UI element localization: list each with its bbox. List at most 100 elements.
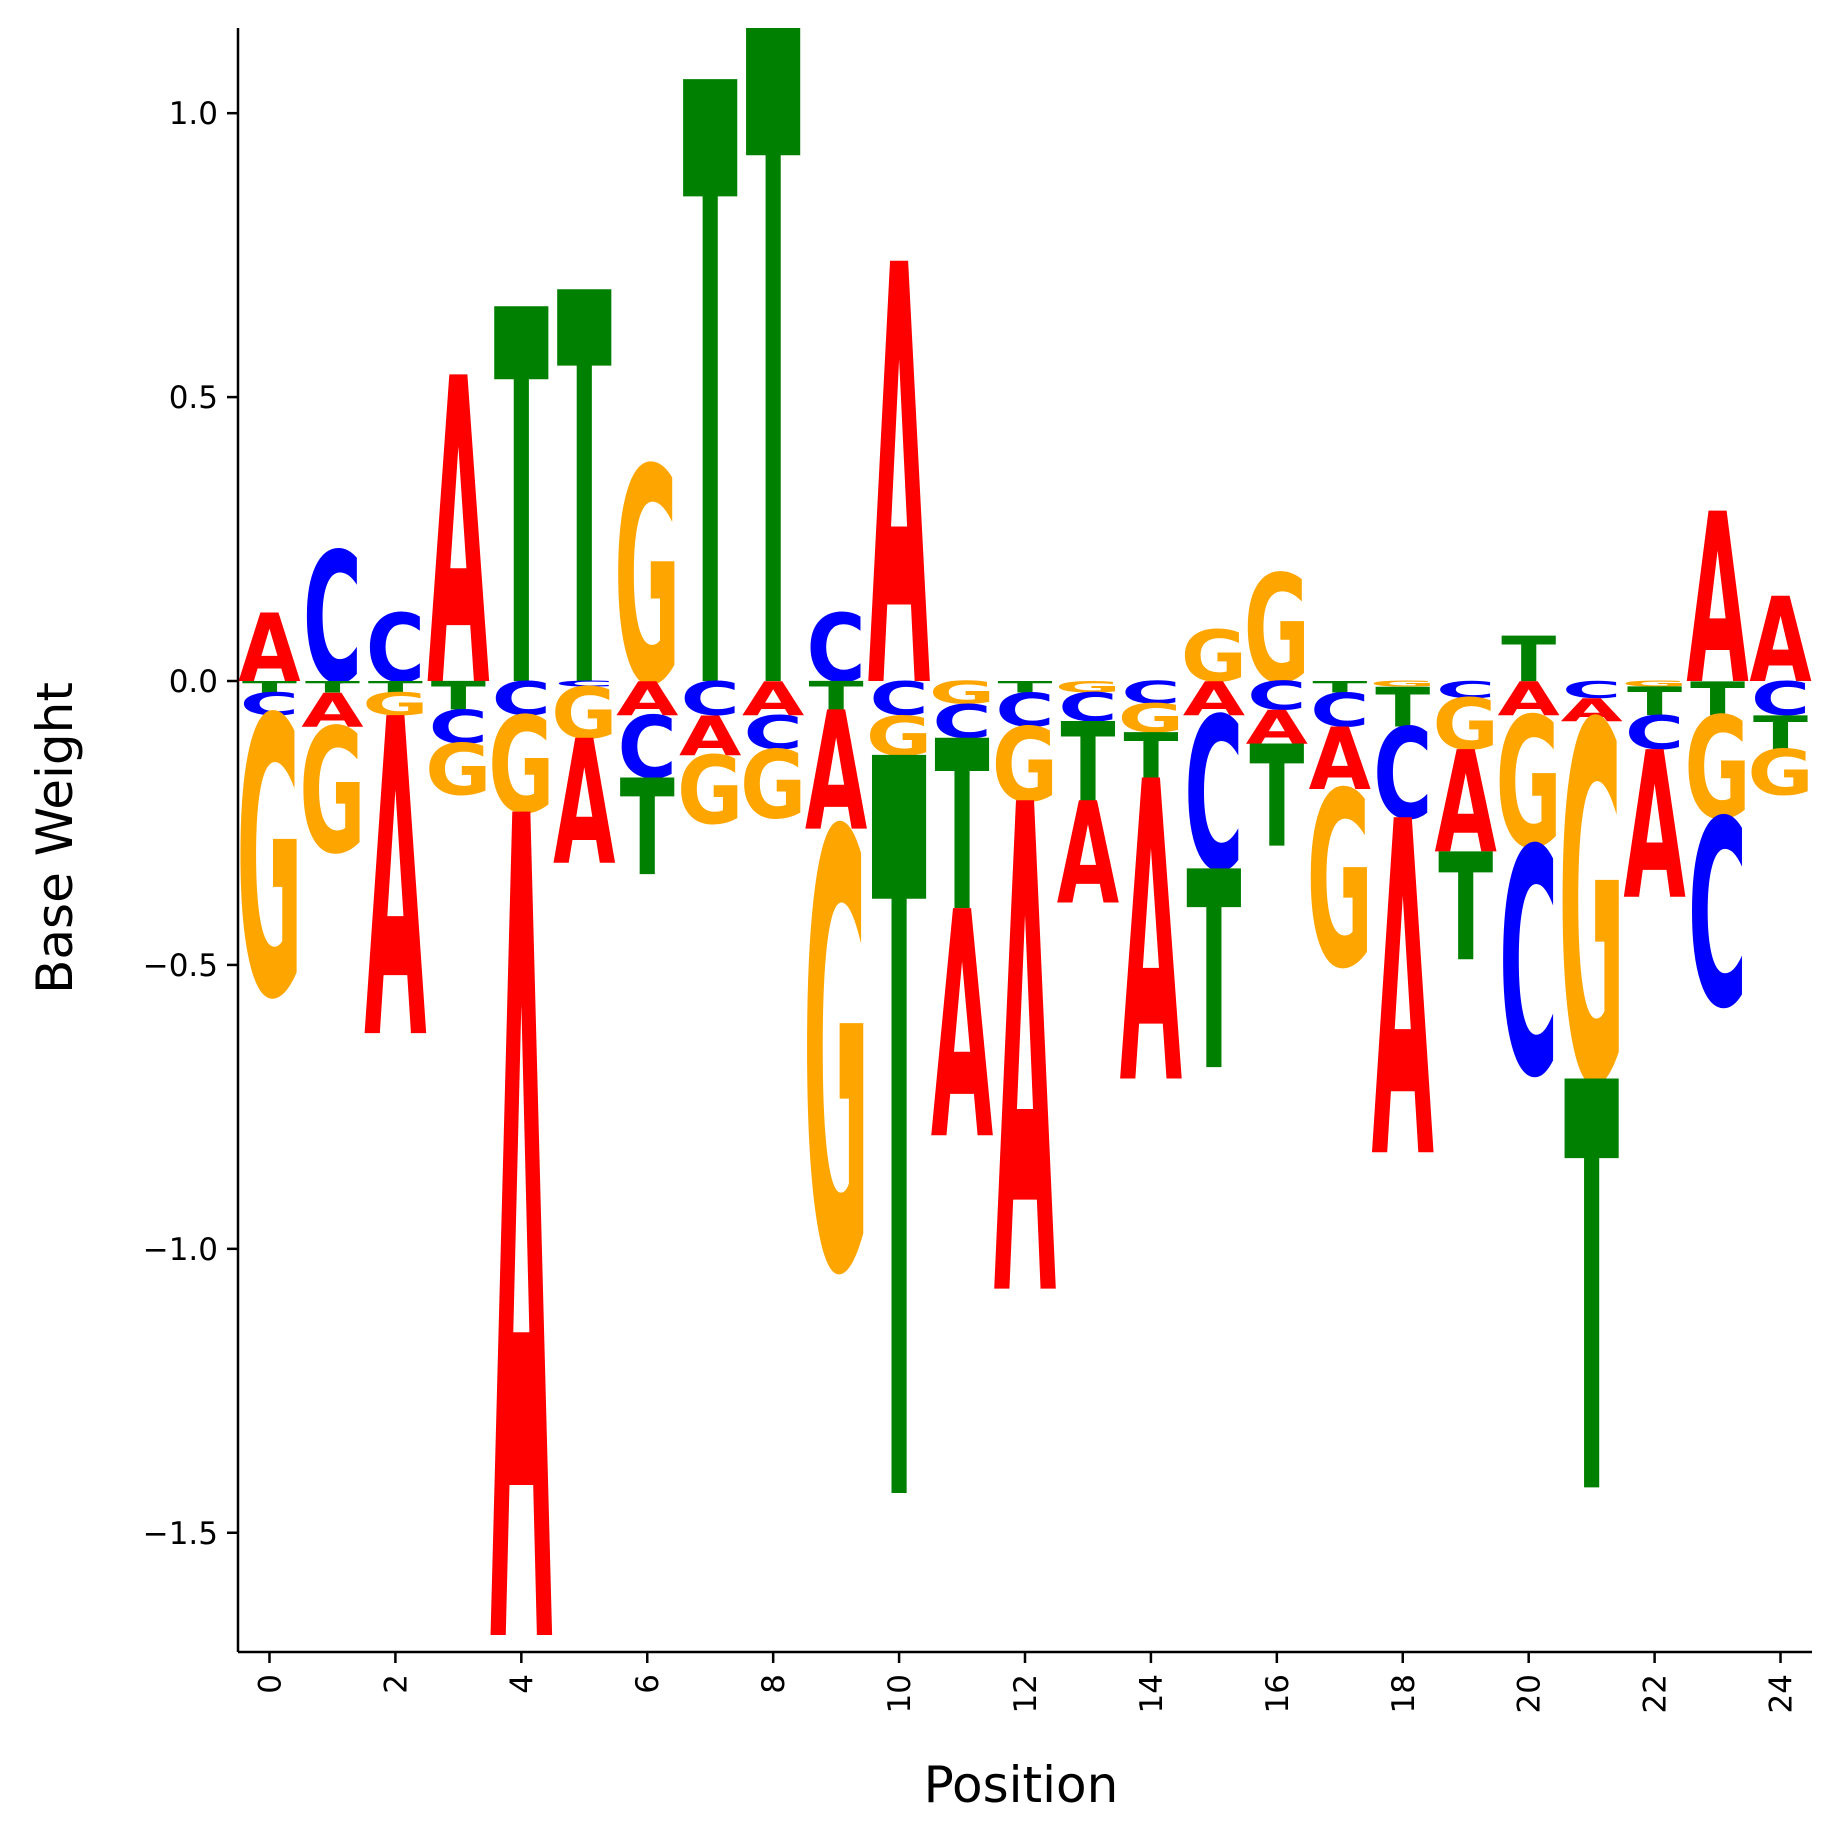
- y-tick-label: 0.5: [169, 380, 218, 416]
- logo-letter-a: A: [427, 292, 490, 781]
- logo-letter-a: A: [994, 667, 1057, 1448]
- logo-letter-c: C: [366, 594, 425, 703]
- logo-letter-a: A: [364, 628, 427, 1136]
- logo-letter-c: C: [1058, 684, 1117, 730]
- logo-letter-t: T: [242, 678, 298, 696]
- logo-letter-g: G: [803, 709, 869, 1407]
- logo-letter-c: C: [1499, 784, 1558, 1147]
- logo-letter-c: C: [1373, 702, 1432, 847]
- logo-letter-g: G: [1244, 544, 1310, 717]
- logo-letter-t: T: [1375, 677, 1430, 740]
- logo-letter-g: G: [551, 673, 617, 755]
- logo-letter-t: T: [809, 673, 864, 719]
- logo-letter-g: G: [1181, 616, 1247, 698]
- x-ticks: 0 2 4 6 8 10 12 14 16 18 20 22 24: [252, 1652, 1800, 1713]
- logo-letter-a: A: [301, 683, 363, 738]
- x-tick-label: 0: [252, 1674, 288, 1694]
- logo-letter-c: C: [1310, 683, 1369, 738]
- x-tick-label: 2: [378, 1674, 414, 1694]
- logo-letter-g: G: [488, 688, 554, 843]
- logo-letter-c: C: [1184, 673, 1243, 919]
- y-tick-label: 0.0: [169, 664, 218, 700]
- logo-letter-a: A: [868, 147, 931, 818]
- logo-letter-c: C: [807, 594, 866, 703]
- logo-letter-c: C: [303, 515, 362, 724]
- y-tick-label: −1.0: [143, 1232, 218, 1268]
- logo-letter-c: C: [240, 687, 299, 723]
- logo-letter-t: T: [1249, 716, 1304, 879]
- y-ticks: 1.0 0.5 0.0 −0.5 −1.0 −1.5: [143, 96, 238, 1552]
- logo-letter-a: A: [553, 704, 615, 904]
- logo-letter-c: C: [618, 698, 677, 798]
- logo-letter-c: C: [932, 695, 991, 750]
- logo-letter-g: G: [1496, 679, 1562, 888]
- logo-letter-a: A: [805, 678, 868, 868]
- logo-letter-a: A: [1120, 697, 1183, 1177]
- logo-letter-t: T: [305, 678, 361, 696]
- y-axis-title: Base Weight: [26, 682, 84, 994]
- logo-letter-t: T: [1627, 679, 1682, 725]
- logo-letter-a: A: [238, 594, 301, 703]
- logo-letter-a: A: [931, 846, 993, 1209]
- logo-letter-t: T: [1690, 672, 1745, 727]
- logo-letter-a: A: [1560, 692, 1622, 728]
- logo-letter-a: A: [679, 705, 741, 768]
- logo-letter-t: T: [935, 693, 990, 964]
- logo-letter-a: A: [1246, 700, 1308, 755]
- x-tick-label: 16: [1260, 1674, 1296, 1713]
- logo-letter-t: T: [1753, 706, 1808, 761]
- logo-letter-g: G: [1559, 624, 1625, 1195]
- logo-letter-c: C: [1751, 672, 1810, 727]
- logo-letter-g: G: [1747, 737, 1813, 810]
- logo-letter-t: T: [368, 678, 424, 696]
- logo-letter-a: A: [616, 672, 678, 727]
- x-tick-label: 18: [1386, 1674, 1422, 1713]
- logo-letter-a: A: [1372, 726, 1435, 1261]
- logo-letter-t: T: [620, 751, 675, 906]
- logo-letter-t: T: [683, 0, 738, 877]
- logo-letter-g: G: [1622, 679, 1688, 688]
- logo-letter-g: G: [236, 640, 302, 1084]
- logo-letter-a: A: [1183, 672, 1245, 727]
- logo-letter-t: T: [494, 203, 549, 802]
- logo-letter-g: G: [1118, 696, 1184, 742]
- logo-letter-t: T: [1060, 699, 1115, 826]
- x-tick-label: 14: [1134, 1674, 1170, 1713]
- x-tick-label: 10: [882, 1674, 918, 1713]
- logo-letter-t: T: [872, 554, 927, 1733]
- logo-letter-t: T: [1438, 823, 1493, 996]
- logo-letter-a: A: [1497, 672, 1559, 727]
- y-tick-label: −1.5: [143, 1516, 218, 1552]
- logo-letter-t: T: [1123, 720, 1178, 793]
- logo-letter-g: G: [614, 408, 680, 752]
- logo-letter-g: G: [992, 706, 1058, 824]
- logo-letter-t: T: [1186, 815, 1241, 1132]
- x-tick-label: 6: [630, 1674, 666, 1694]
- logo-letter-a: A: [490, 587, 553, 1834]
- logo-letter-t: T: [746, 0, 801, 892]
- logo-letter-c: C: [1247, 673, 1306, 719]
- logo-letter-a: A: [742, 672, 804, 727]
- logo-letter-c: C: [1688, 766, 1747, 1066]
- logo-letter-t: T: [1312, 678, 1368, 696]
- logo-letter-t: T: [1564, 968, 1619, 1620]
- logo-letter-g: G: [425, 730, 491, 812]
- logo-letter-c: C: [1121, 675, 1180, 711]
- logo-letter-c: C: [870, 672, 929, 727]
- logo-letter-g: G: [1370, 679, 1436, 688]
- logo-letter-c: C: [1436, 676, 1495, 703]
- logo-letter-c: C: [995, 683, 1054, 738]
- logo-letter-g: G: [929, 675, 995, 711]
- logo-letter-c: C: [1562, 676, 1621, 703]
- logo-letter-a: A: [1623, 710, 1685, 945]
- logo-letter-g: G: [677, 736, 743, 845]
- x-tick-label: 8: [756, 1674, 792, 1694]
- logo-letter-c: C: [429, 700, 488, 755]
- x-tick-label: 12: [1008, 1674, 1044, 1713]
- logo-letter-c: C: [1625, 706, 1684, 761]
- logo-letter-t: T: [998, 678, 1054, 696]
- logo-letter-g: G: [299, 693, 365, 893]
- logo-letter-g: G: [1433, 684, 1499, 766]
